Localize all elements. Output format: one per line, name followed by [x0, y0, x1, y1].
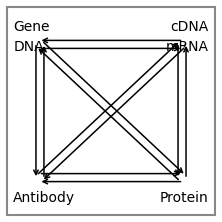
- Text: DNA: DNA: [13, 40, 44, 54]
- Text: Protein: Protein: [160, 191, 209, 205]
- Text: Gene: Gene: [13, 20, 50, 34]
- FancyBboxPatch shape: [7, 7, 215, 215]
- Text: Antibody: Antibody: [13, 191, 75, 205]
- Text: cDNA: cDNA: [170, 20, 209, 34]
- Text: mRNA: mRNA: [166, 40, 209, 54]
